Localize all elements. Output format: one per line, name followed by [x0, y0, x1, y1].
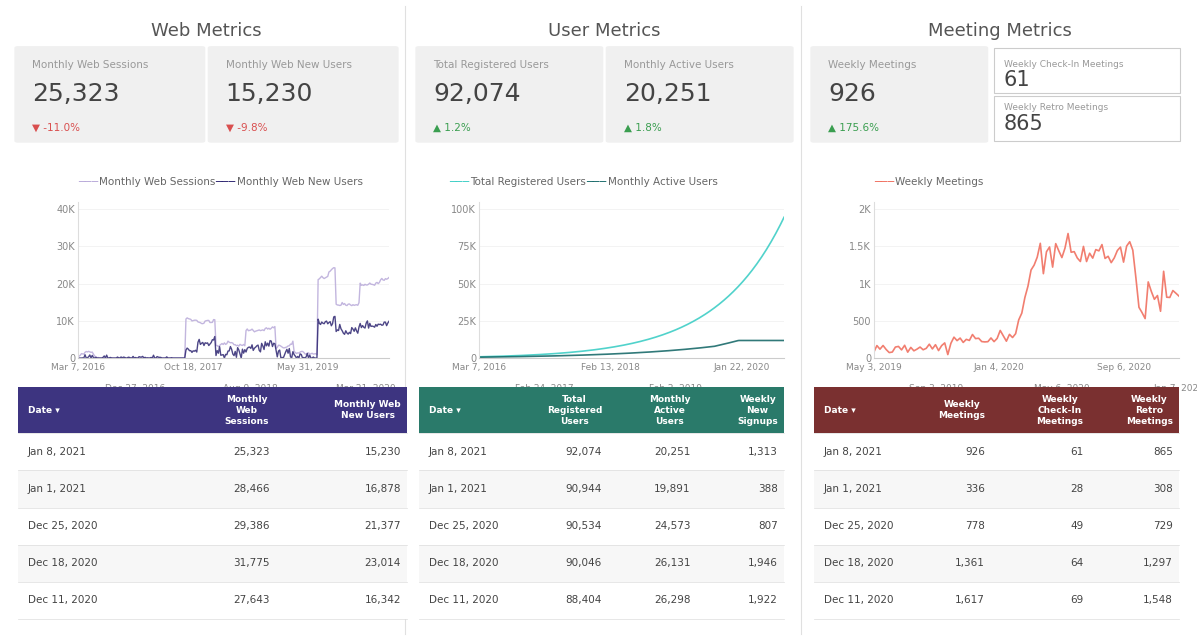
Text: 64: 64: [1070, 558, 1083, 568]
Text: 23,014: 23,014: [365, 558, 401, 568]
Text: 1,946: 1,946: [748, 558, 778, 568]
Text: 25,323: 25,323: [32, 83, 120, 106]
Text: 24,573: 24,573: [655, 521, 691, 531]
Text: 729: 729: [1153, 521, 1173, 531]
Text: Weekly
Meetings: Weekly Meetings: [938, 400, 985, 420]
Text: 807: 807: [759, 521, 778, 531]
Text: Total Registered Users: Total Registered Users: [433, 60, 549, 70]
Text: ▲ 1.2%: ▲ 1.2%: [433, 123, 472, 133]
Text: 88,404: 88,404: [566, 595, 602, 605]
Text: 1,297: 1,297: [1143, 558, 1173, 568]
Text: 19,891: 19,891: [655, 484, 691, 494]
Text: 92,074: 92,074: [566, 447, 602, 457]
Text: Weekly
New
Signups: Weekly New Signups: [737, 395, 778, 426]
Text: Monthly Web
New Users: Monthly Web New Users: [334, 400, 401, 420]
Text: Dec 11, 2020: Dec 11, 2020: [824, 595, 893, 605]
Text: 1,617: 1,617: [955, 595, 985, 605]
Text: 20,251: 20,251: [624, 83, 711, 106]
Text: 29,386: 29,386: [233, 521, 269, 531]
Text: Dec 18, 2020: Dec 18, 2020: [429, 558, 498, 568]
Text: ───: ───: [874, 177, 898, 188]
Text: Dec 25, 2020: Dec 25, 2020: [429, 521, 498, 531]
Text: Jan 8, 2021: Jan 8, 2021: [28, 447, 86, 457]
Text: 28: 28: [1070, 484, 1083, 494]
Text: Jan 1, 2021: Jan 1, 2021: [28, 484, 86, 494]
Text: ───: ───: [78, 177, 102, 188]
Text: ───: ───: [587, 177, 610, 188]
Text: Web Metrics: Web Metrics: [151, 22, 262, 40]
Text: Monthly
Active
Users: Monthly Active Users: [649, 395, 691, 426]
Text: 1,313: 1,313: [748, 447, 778, 457]
Text: Jan 1, 2021: Jan 1, 2021: [824, 484, 882, 494]
Text: Dec 25, 2020: Dec 25, 2020: [28, 521, 97, 531]
Text: Dec 18, 2020: Dec 18, 2020: [824, 558, 893, 568]
Text: 27,643: 27,643: [233, 595, 269, 605]
Text: Weekly Meetings: Weekly Meetings: [895, 177, 984, 188]
Text: 388: 388: [758, 484, 778, 494]
Text: Jan 8, 2021: Jan 8, 2021: [429, 447, 487, 457]
Text: 26,131: 26,131: [655, 558, 691, 568]
Text: 16,878: 16,878: [365, 484, 401, 494]
Text: 20,251: 20,251: [655, 447, 691, 457]
Text: Weekly
Check-In
Meetings: Weekly Check-In Meetings: [1037, 395, 1083, 426]
Text: Dec 25, 2020: Dec 25, 2020: [824, 521, 893, 531]
Text: ▲ 1.8%: ▲ 1.8%: [624, 123, 662, 133]
Text: Dec 11, 2020: Dec 11, 2020: [28, 595, 97, 605]
Text: 26,298: 26,298: [655, 595, 691, 605]
Text: Monthly Web Sessions: Monthly Web Sessions: [99, 177, 215, 188]
Text: Weekly
Retro
Meetings: Weekly Retro Meetings: [1126, 395, 1173, 426]
Text: Dec 18, 2020: Dec 18, 2020: [28, 558, 97, 568]
Text: ───: ───: [215, 177, 239, 188]
Text: 308: 308: [1154, 484, 1173, 494]
Text: Date ▾: Date ▾: [429, 406, 461, 415]
Text: Monthly Active Users: Monthly Active Users: [608, 177, 718, 188]
Text: 865: 865: [1153, 447, 1173, 457]
Text: ▲ 175.6%: ▲ 175.6%: [828, 123, 880, 133]
Text: 25,323: 25,323: [233, 447, 269, 457]
Text: 90,534: 90,534: [566, 521, 602, 531]
Text: 21,377: 21,377: [365, 521, 401, 531]
Text: 90,046: 90,046: [566, 558, 602, 568]
Text: 90,944: 90,944: [566, 484, 602, 494]
Text: 336: 336: [965, 484, 985, 494]
Text: 865: 865: [1004, 114, 1044, 134]
Text: Monthly Web Sessions: Monthly Web Sessions: [32, 60, 148, 70]
Text: ───: ───: [449, 177, 473, 188]
Text: 926: 926: [965, 447, 985, 457]
Text: 31,775: 31,775: [233, 558, 269, 568]
Text: 1,361: 1,361: [955, 558, 985, 568]
Text: Total Registered Users: Total Registered Users: [470, 177, 587, 188]
Text: 61: 61: [1004, 70, 1031, 90]
Text: 1,922: 1,922: [748, 595, 778, 605]
Text: Date ▾: Date ▾: [28, 406, 60, 415]
Text: Meeting Metrics: Meeting Metrics: [928, 22, 1071, 40]
Text: 92,074: 92,074: [433, 83, 521, 106]
Text: Date ▾: Date ▾: [824, 406, 856, 415]
Text: 15,230: 15,230: [225, 83, 312, 106]
Text: Weekly Retro Meetings: Weekly Retro Meetings: [1004, 103, 1108, 113]
Text: 61: 61: [1070, 447, 1083, 457]
Text: Total
Registered
Users: Total Registered Users: [547, 395, 602, 426]
Text: 15,230: 15,230: [365, 447, 401, 457]
Text: Dec 11, 2020: Dec 11, 2020: [429, 595, 498, 605]
Text: Jan 1, 2021: Jan 1, 2021: [429, 484, 487, 494]
Text: 926: 926: [828, 83, 876, 106]
Text: Monthly Active Users: Monthly Active Users: [624, 60, 734, 70]
Text: User Metrics: User Metrics: [548, 22, 661, 40]
Text: 69: 69: [1070, 595, 1083, 605]
Text: 16,342: 16,342: [365, 595, 401, 605]
Text: Monthly
Web
Sessions: Monthly Web Sessions: [225, 395, 269, 426]
Text: ▼ -9.8%: ▼ -9.8%: [225, 123, 267, 133]
Text: Weekly Meetings: Weekly Meetings: [828, 60, 917, 70]
Text: 1,548: 1,548: [1143, 595, 1173, 605]
Text: 778: 778: [965, 521, 985, 531]
Text: Weekly Check-In Meetings: Weekly Check-In Meetings: [1004, 60, 1123, 68]
Text: Monthly Web New Users: Monthly Web New Users: [225, 60, 352, 70]
Text: ▼ -11.0%: ▼ -11.0%: [32, 123, 80, 133]
Text: 28,466: 28,466: [233, 484, 269, 494]
Text: 49: 49: [1070, 521, 1083, 531]
Text: Monthly Web New Users: Monthly Web New Users: [237, 177, 363, 188]
Text: Jan 8, 2021: Jan 8, 2021: [824, 447, 882, 457]
